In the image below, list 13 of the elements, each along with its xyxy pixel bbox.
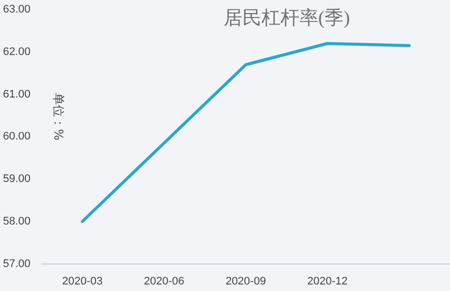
chart-title: 居民杠杆率(季) (223, 6, 350, 29)
x-tick-label: 2020-06 (144, 275, 184, 288)
y-tick-label: 58.00 (2, 215, 31, 228)
x-tick-label: 2020-09 (226, 275, 266, 288)
y-tick-label: 63.00 (2, 4, 31, 16)
y-tick-label: 57.00 (2, 258, 31, 270)
x-tick-label: 2020-03 (62, 275, 103, 288)
x-tick-label: 2020-12 (307, 275, 348, 288)
y-tick-label: 60.00 (2, 130, 31, 143)
y-axis-title: 单位：% (51, 92, 66, 140)
y-tick-label: 61.00 (2, 88, 31, 100)
y-tick-label: 62.00 (2, 46, 31, 58)
y-tick-label: 59.00 (2, 173, 31, 186)
